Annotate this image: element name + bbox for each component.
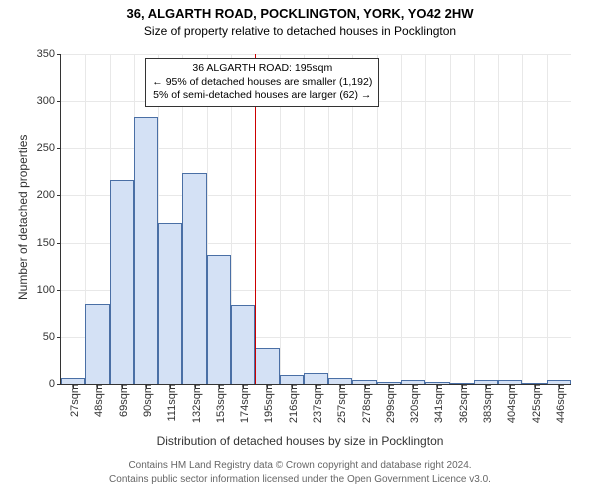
chart-container: 36, ALGARTH ROAD, POCKLINGTON, YORK, YO4… <box>0 0 600 500</box>
y-axis-label: Number of detached properties <box>16 135 30 300</box>
ytick-label: 150 <box>37 237 61 249</box>
xtick-label: 362sqm <box>454 384 470 423</box>
histogram-bar <box>182 173 206 384</box>
xtick-label: 90sqm <box>138 384 154 417</box>
xtick-label: 257sqm <box>332 384 348 423</box>
ytick-label: 0 <box>49 378 61 390</box>
gridline-v <box>498 54 499 384</box>
x-axis-label: Distribution of detached houses by size … <box>0 434 600 448</box>
xtick-label: 27sqm <box>65 384 81 417</box>
gridline-v <box>547 54 548 384</box>
footer-line-2: Contains public sector information licen… <box>0 474 600 485</box>
xtick-label: 341sqm <box>429 384 445 423</box>
xtick-label: 320sqm <box>405 384 421 423</box>
histogram-bar <box>255 348 279 384</box>
xtick-label: 299sqm <box>381 384 397 423</box>
xtick-label: 404sqm <box>502 384 518 423</box>
xtick-label: 237sqm <box>308 384 324 423</box>
histogram-bar <box>134 117 158 384</box>
callout-line-3: 5% of semi-detached houses are larger (6… <box>152 89 372 103</box>
xtick-label: 446sqm <box>551 384 567 423</box>
ytick-label: 300 <box>37 95 61 107</box>
plot-area: 05010015020025030035027sqm48sqm69sqm90sq… <box>60 54 571 385</box>
xtick-label: 111sqm <box>162 384 178 422</box>
callout-line-1: 36 ALGARTH ROAD: 195sqm <box>152 62 372 76</box>
chart-subtitle: Size of property relative to detached ho… <box>0 24 600 38</box>
histogram-bar <box>304 373 328 384</box>
gridline-v <box>425 54 426 384</box>
xtick-label: 278sqm <box>357 384 373 423</box>
histogram-bar <box>110 180 134 384</box>
chart-title: 36, ALGARTH ROAD, POCKLINGTON, YORK, YO4… <box>0 6 600 21</box>
ytick-label: 100 <box>37 284 61 296</box>
xtick-label: 153sqm <box>211 384 227 423</box>
gridline-v <box>401 54 402 384</box>
xtick-label: 383sqm <box>478 384 494 423</box>
histogram-bar <box>231 305 255 384</box>
histogram-bar <box>207 255 231 384</box>
histogram-bar <box>85 304 109 384</box>
gridline-v <box>474 54 475 384</box>
xtick-label: 195sqm <box>259 384 275 423</box>
histogram-bar <box>158 223 182 384</box>
gridline-v <box>522 54 523 384</box>
xtick-label: 216sqm <box>284 384 300 423</box>
gridline-v <box>450 54 451 384</box>
xtick-label: 132sqm <box>187 384 203 423</box>
gridline-h <box>61 54 571 55</box>
xtick-label: 69sqm <box>114 384 130 417</box>
footer-line-1: Contains HM Land Registry data © Crown c… <box>0 460 600 471</box>
ytick-label: 200 <box>37 189 61 201</box>
histogram-bar <box>280 375 304 384</box>
ytick-label: 350 <box>37 48 61 60</box>
callout-line-2: ← 95% of detached houses are smaller (1,… <box>152 76 372 90</box>
ytick-label: 250 <box>37 142 61 154</box>
xtick-label: 48sqm <box>89 384 105 417</box>
callout-box: 36 ALGARTH ROAD: 195sqm← 95% of detached… <box>145 58 379 107</box>
xtick-label: 174sqm <box>235 384 251 423</box>
xtick-label: 425sqm <box>527 384 543 423</box>
ytick-label: 50 <box>43 331 61 343</box>
